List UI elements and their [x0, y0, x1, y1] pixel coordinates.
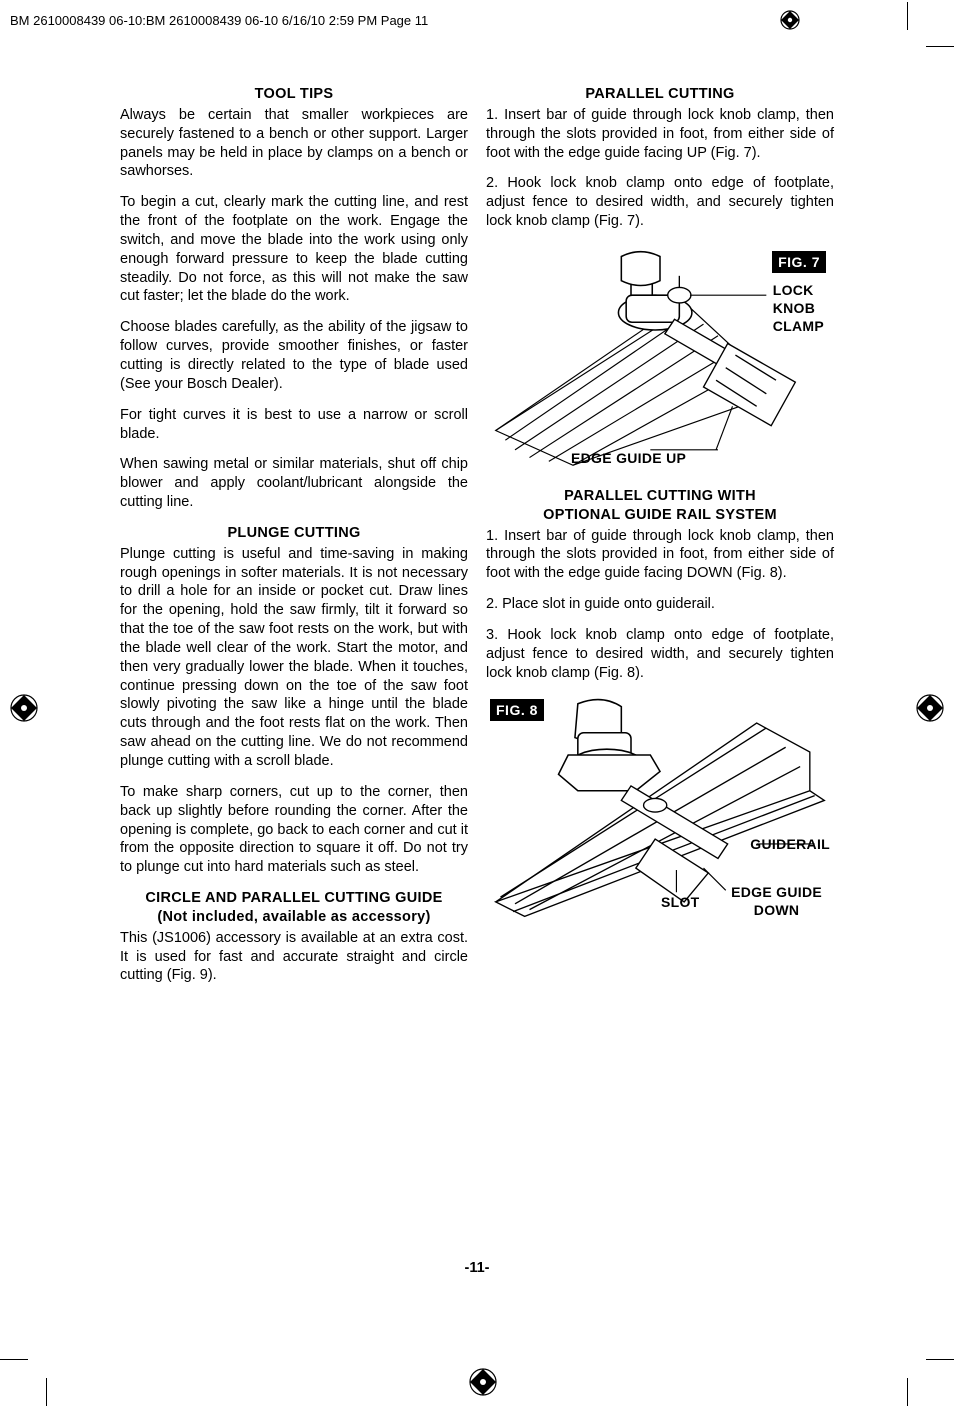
figure-7: FIG. 7 LOCK KNOB CLAMP EDGE GUIDE UP — [486, 243, 834, 473]
para: 1. Insert bar of guide through lock knob… — [486, 106, 834, 163]
figure-7-illustration-icon — [486, 243, 834, 473]
para: 2. Place slot in guide onto guiderail. — [486, 595, 834, 614]
fig7-call-clamp: CLAMP — [773, 317, 824, 335]
crop-mark-icon — [46, 1378, 47, 1406]
header-text: BM 2610008439 06-10:BM 2610008439 06-10 … — [10, 13, 428, 28]
fig-7-label: FIG. 7 — [772, 251, 826, 273]
crop-mark-icon — [926, 1359, 954, 1360]
title-parallel-rail-a: PARALLEL CUTTING WITH — [486, 487, 834, 506]
registration-target-right-icon — [912, 690, 948, 726]
fig8-call-guiderail: GUIDERAIL — [750, 835, 830, 853]
fig8-call-slot: SLOT — [661, 893, 700, 911]
title-parallel-rail-b: OPTIONAL GUIDE RAIL SYSTEM — [486, 506, 834, 525]
registration-target-bottom-icon — [465, 1364, 501, 1400]
para: This (JS1006) accessory is available at … — [120, 929, 468, 986]
para: Always be certain that smaller workpiece… — [120, 106, 468, 181]
registration-marker-icon — [778, 8, 802, 32]
title-parallel-cutting: PARALLEL CUTTING — [486, 85, 834, 104]
crop-mark-icon — [926, 46, 954, 47]
fig-8-label: FIG. 8 — [490, 699, 544, 721]
right-column: PARALLEL CUTTING 1. Insert bar of guide … — [486, 85, 834, 997]
fig7-call-knob: KNOB — [773, 299, 824, 317]
title-circle-guide-a: CIRCLE AND PARALLEL CUTTING GUIDE — [120, 889, 468, 908]
para: 1. Insert bar of guide through lock knob… — [486, 527, 834, 584]
crop-mark-icon — [907, 2, 908, 30]
page-number: -11- — [0, 1260, 954, 1276]
title-tool-tips: TOOL TIPS — [120, 85, 468, 104]
para: 2. Hook lock knob clamp onto edge of foo… — [486, 174, 834, 231]
para: For tight curves it is best to use a nar… — [120, 406, 468, 444]
fig7-call-edge-guide: EDGE GUIDE UP — [571, 449, 686, 467]
crop-mark-icon — [907, 1378, 908, 1406]
para: To begin a cut, clearly mark the cutting… — [120, 193, 468, 306]
left-column: TOOL TIPS Always be certain that smaller… — [120, 85, 468, 997]
registration-target-left-icon — [6, 690, 42, 726]
title-circle-guide-b: (Not included, available as accessory) — [120, 908, 468, 927]
para: When sawing metal or similar materials, … — [120, 455, 468, 512]
content-columns: TOOL TIPS Always be certain that smaller… — [0, 40, 954, 997]
crop-mark-icon — [0, 1359, 28, 1360]
print-header: BM 2610008439 06-10:BM 2610008439 06-10 … — [0, 0, 954, 40]
para: To make sharp corners, cut up to the cor… — [120, 783, 468, 877]
para: Plunge cutting is useful and time-saving… — [120, 545, 468, 771]
title-plunge-cutting: PLUNGE CUTTING — [120, 524, 468, 543]
para: 3. Hook lock knob clamp onto edge of foo… — [486, 626, 834, 683]
fig7-call-lock: LOCK — [773, 281, 824, 299]
figure-8: FIG. 8 GUIDERAIL SLOT EDGE GUIDE DOWN — [486, 695, 834, 930]
fig8-call-down: DOWN — [731, 901, 822, 919]
para: Choose blades carefully, as the ability … — [120, 318, 468, 393]
fig8-call-edge-guide: EDGE GUIDE — [731, 883, 822, 901]
